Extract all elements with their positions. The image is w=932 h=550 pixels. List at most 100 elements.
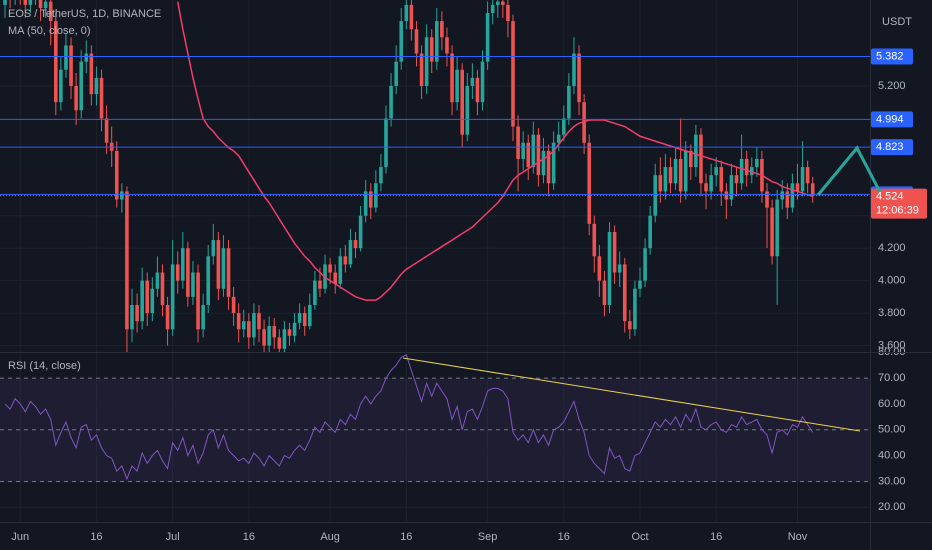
candle-body [216,240,221,289]
candle-body [689,150,693,168]
candle-body [196,272,200,330]
candle-body [424,37,429,86]
candle-body [79,61,83,111]
candle-body [470,77,475,86]
candle-body [64,45,68,70]
candle-body [368,191,373,208]
x-tick-label: Jun [11,531,29,543]
candle-body [404,4,409,22]
candle-body [622,264,627,322]
candle-body [495,1,500,5]
candle-body [379,167,383,184]
candle-body [419,53,424,86]
candle-body [201,304,205,330]
candle-body [175,264,180,281]
candle-body [384,118,388,168]
unit-label: USDT [882,16,912,28]
candle-body [308,304,312,327]
candle-body [38,0,43,9]
candle-body [94,77,99,95]
candle-body [28,0,33,5]
candle-body [262,329,266,346]
last-price-label: 4.524 [876,191,904,203]
candle-body [297,313,302,323]
candle-body [181,248,185,281]
candle-body [643,248,647,281]
candle-body [277,337,282,349]
candle-body [694,134,698,168]
candle-body [556,134,561,143]
projection-drawing [816,145,882,196]
candle-body [231,296,236,314]
candle-body [130,304,134,330]
candle-body [59,69,63,103]
candle-body [485,12,490,62]
candle-body [170,264,175,330]
candle-body [394,61,398,86]
candle-body [602,280,607,305]
candle-body [490,4,495,13]
candle-body [587,142,591,224]
candle-body [582,102,586,143]
candle-body [399,21,404,62]
candle-body [389,85,393,119]
candle-body [739,158,744,184]
y-tick-label: 20.00 [878,501,906,513]
candle-body [435,21,439,62]
candle-body [318,280,322,289]
candle-body [226,248,231,297]
candle-body [704,183,708,192]
candle-body [719,167,724,192]
candle-body [353,240,358,249]
y-tick-label: 30.00 [878,475,906,487]
candle-body [358,215,363,249]
candle-body [480,61,485,103]
candle-body [221,248,226,289]
candle-body [709,175,713,192]
candle-body [135,304,139,322]
candle-body [282,329,287,349]
candle-body [120,191,124,200]
candle-body [617,264,622,273]
last-price-bg [871,188,927,219]
rsi-trendline [402,357,861,432]
candle-body [445,37,449,54]
candle-body [287,329,292,336]
x-tick-label: Oct [631,531,648,543]
candle-body [572,53,576,86]
y-tick-label: 4.200 [878,242,906,254]
level-label: 4.823 [876,141,904,153]
level-label-bg [871,111,913,128]
candle-body [567,85,571,119]
candle-body [267,326,271,346]
axes: 5.2004.4004.2004.0003.8003.600Jun16Jul16… [11,48,927,543]
candle-body [597,256,602,281]
candle-body [43,1,48,9]
y-tick-label: 50.00 [878,424,906,436]
candle-body [165,304,170,330]
candle-body [125,191,129,330]
candle-body [612,231,617,273]
candle-body [455,69,459,103]
candle-body [333,272,337,284]
candle-body [150,288,155,314]
symbol-title: EOS / TetherUS, 1D, BINANCE [8,8,161,20]
rsi-line [4,354,814,481]
level-label: 5.382 [876,50,904,62]
candle-body [810,183,815,196]
candle-body [48,1,53,22]
candle-body [551,142,556,184]
countdown-label: 12:06:39 [876,205,919,217]
candle-body [155,272,160,289]
candle-body [749,167,754,176]
candle-body [699,134,703,184]
y-tick-label: 60.00 [878,398,906,410]
candle-body [506,4,510,22]
candle-body [775,199,779,257]
candle-body [74,85,78,111]
candle-body [338,256,343,284]
ma-legend: MA (50, close, 0) [8,25,91,37]
candle-body [302,313,307,327]
candle-body [516,126,520,159]
